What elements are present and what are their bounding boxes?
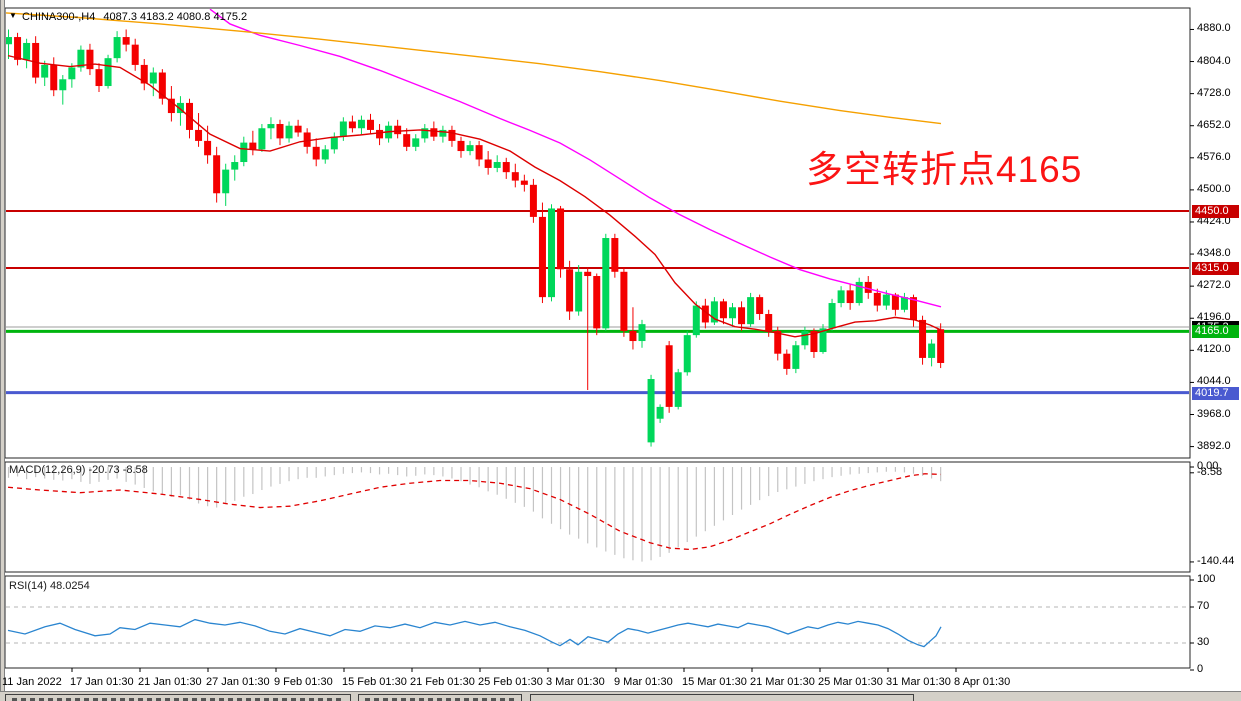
clipped-tab-text <box>365 698 515 701</box>
time-axis-label: 8 Apr 01:30 <box>954 676 1011 688</box>
price-axis-label: 4500.0 <box>1197 182 1231 195</box>
price-axis-label: 4576.0 <box>1197 150 1231 163</box>
time-axis-label: 27 Jan 01:30 <box>206 676 270 688</box>
time-axis-label: 11 Jan 2022 <box>2 676 62 688</box>
ma-mid-magenta <box>209 9 942 308</box>
chart-tab[interactable] <box>530 694 914 701</box>
rsi-axis-label: 30 <box>1197 636 1210 648</box>
price-axis-label: 4652.0 <box>1197 118 1231 131</box>
macd-indicator-label: MACD(12,26,9) -20.73 -8.58 <box>9 464 148 476</box>
clipped-tab-text <box>12 698 344 701</box>
panel-frame <box>4 461 1191 573</box>
time-axis-label: 15 Feb 01:30 <box>342 676 407 688</box>
rsi-indicator-label: RSI(14) 48.0254 <box>9 580 90 592</box>
price-axis-label: 4348.0 <box>1197 247 1231 260</box>
time-axis-label: 15 Mar 01:30 <box>682 676 747 688</box>
price-axis-label: 4196.0 <box>1197 311 1231 324</box>
price-axis-label: 4120.0 <box>1197 343 1231 356</box>
rsi-line <box>7 618 942 648</box>
rsi-axis-label: 70 <box>1197 600 1210 612</box>
chart-tab-bar <box>0 691 1241 701</box>
price-level-badge-4165.0: 4165.0 <box>1192 325 1239 339</box>
price-axis-label: 4044.0 <box>1197 375 1231 388</box>
macd-axis-label: -8.58 <box>1197 465 1223 478</box>
price-axis-label: 4804.0 <box>1197 54 1231 67</box>
time-axis-label: 21 Feb 01:30 <box>410 676 475 688</box>
panel-frame <box>4 7 1191 459</box>
time-axis-label: 21 Jan 01:30 <box>138 676 202 688</box>
symbol-period-label: CHINA300-,H4 <box>22 11 96 23</box>
price-level-badge-4450.0: 4450.0 <box>1192 205 1239 218</box>
price-axis-label: 4880.0 <box>1197 22 1231 35</box>
bull-bear-turning-point-annotation: 多空转折点4165 <box>806 149 1083 190</box>
time-axis-label: 31 Mar 01:30 <box>886 676 951 688</box>
ohlc-values: 4087.3 4183.2 4080.8 4175.2 <box>103 11 248 23</box>
price-axis-label: 4272.0 <box>1197 279 1231 292</box>
rsi-axis-label: 0 <box>1197 663 1204 675</box>
panel-frame <box>4 575 1191 669</box>
chart-title: CHINA300-,H4 4087.3 4183.2 4080.8 4175.2 <box>22 11 247 23</box>
chart-tab[interactable] <box>358 694 522 701</box>
time-axis-label: 9 Feb 01:30 <box>274 676 333 688</box>
price-axis-label: 3892.0 <box>1197 439 1231 452</box>
macd-signal-line <box>7 473 942 551</box>
macd-axis-label: 0.00 <box>1197 460 1219 472</box>
time-axis-label: 21 Mar 01:30 <box>750 676 815 688</box>
symbol-dropdown-icon[interactable]: ▼ <box>9 11 17 20</box>
macd-histogram <box>7 467 942 562</box>
price-level-badge-4019.7: 4019.7 <box>1192 386 1239 400</box>
time-axis-label: 25 Feb 01:30 <box>478 676 543 688</box>
time-axis-label: 9 Mar 01:30 <box>614 676 673 688</box>
window-edge-strip <box>0 0 5 701</box>
macd-axis-label: -140.44 <box>1197 554 1235 567</box>
price-panel-graphics[interactable] <box>0 9 1189 447</box>
price-axis-label: 4728.0 <box>1197 86 1231 99</box>
time-axis-label: 3 Mar 01:30 <box>546 676 605 688</box>
price-level-badge-4315.0: 4315.0 <box>1192 261 1239 275</box>
time-axis-label: 17 Jan 01:30 <box>70 676 134 688</box>
ma-slow-orange <box>6 12 942 125</box>
rsi-axis-label: 100 <box>1197 573 1216 585</box>
price-axis-label: 3968.0 <box>1197 407 1231 420</box>
chart-tab[interactable] <box>5 694 351 701</box>
candlestick-series <box>6 29 945 447</box>
ma-fast-red <box>7 54 942 338</box>
time-axis-label: 25 Mar 01:30 <box>818 676 883 688</box>
